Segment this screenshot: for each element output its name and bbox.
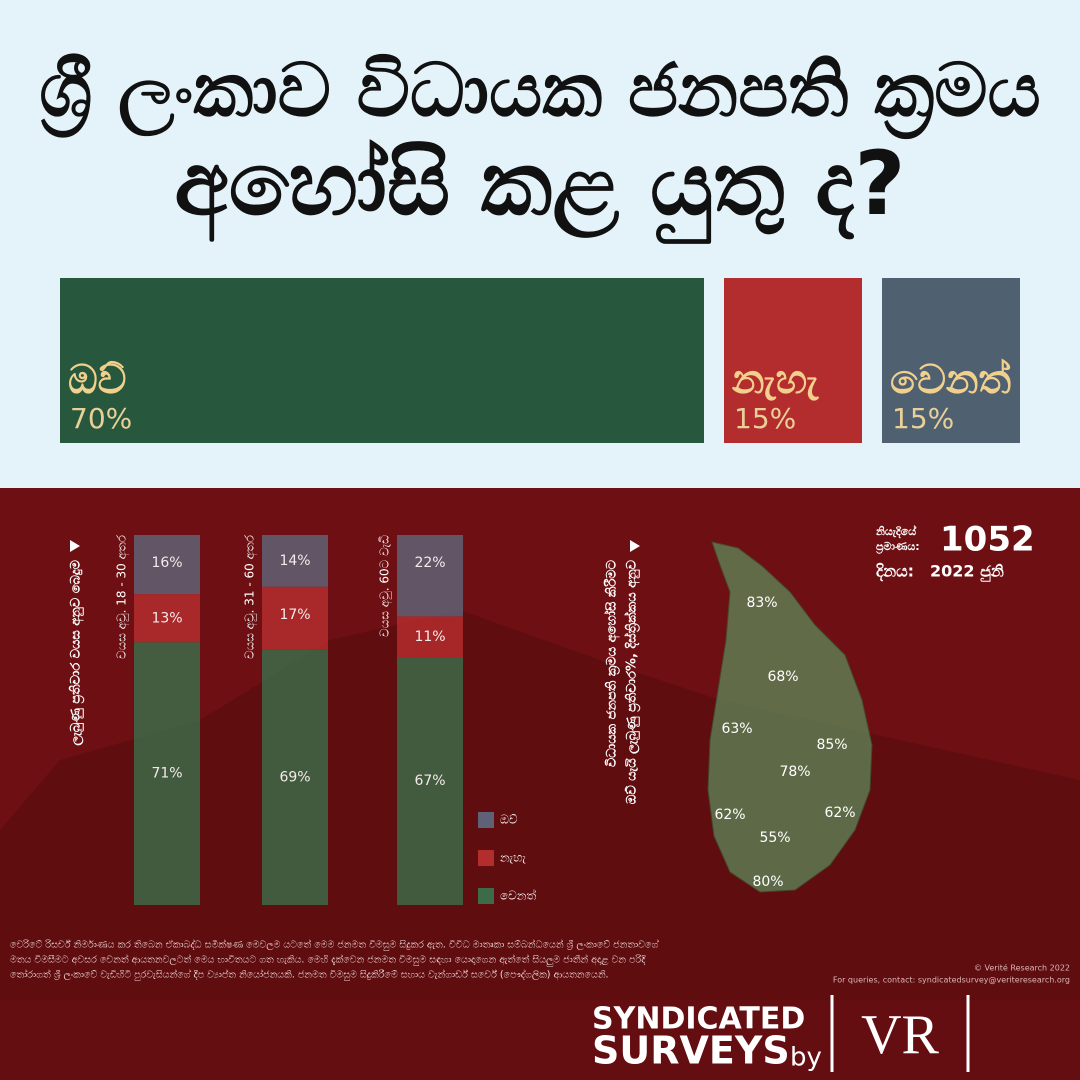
sample-value: 1052	[940, 520, 1035, 560]
segment-label: 71%	[151, 766, 182, 782]
stack-segment	[397, 535, 463, 617]
brand-line: SURVEYS	[592, 1029, 790, 1073]
age-label: වයස අවු. 18 - 30 අතර	[115, 534, 130, 659]
segment-label: 69%	[279, 769, 310, 785]
segment-label: 67%	[414, 773, 445, 789]
legend-swatch	[478, 888, 494, 904]
stack-segment	[262, 535, 328, 587]
district-value: 78%	[779, 764, 810, 780]
district-value: 55%	[759, 830, 790, 846]
strip-value: 70%	[70, 402, 132, 435]
segment-label: 16%	[151, 555, 182, 571]
footer-band	[0, 1000, 1080, 1080]
brand-by: by	[790, 1043, 822, 1073]
district-value: 83%	[746, 595, 777, 611]
sample-label: නියැදියේ	[875, 524, 917, 539]
legend-swatch	[478, 850, 494, 866]
district-value: 68%	[767, 669, 798, 685]
map-title-line: විධායක ජනපති ක්‍රමය අහෝසි කිරීමට	[603, 559, 621, 767]
age-chart-title: ලැබුණු ප්‍රතිචාර වයස අනුව බෙදුම	[68, 559, 85, 745]
segment-label: 14%	[279, 553, 310, 569]
date-value: 2022 ජුනි	[930, 562, 1004, 583]
age-label: වයස අවු. 60ට වැඩි	[378, 535, 393, 637]
strip-block	[724, 278, 862, 443]
strip-block	[60, 278, 704, 443]
stack-segment	[262, 586, 328, 650]
strip-block	[882, 278, 1020, 443]
map-title-line: ඔව් යැයි ලැබුණු ප්‍රතිචාර%, දිස්ත්‍රික්ක…	[622, 559, 640, 804]
arrow	[70, 540, 80, 552]
district-value: 62%	[714, 807, 745, 823]
stack-segment	[134, 535, 200, 595]
footer-text: වෙරිටේ රිසර්ච් නිර්මාණය කර තිබෙන ඒකාබද්ධ…	[10, 937, 659, 950]
contact: For queries, contact: syndicatedsurvey@v…	[833, 976, 1070, 985]
strip-category: නැහැ	[732, 357, 819, 403]
title-line: අහෝසි කළ යුතු ද?	[175, 132, 906, 244]
stack-segment	[134, 642, 200, 905]
stack-segment	[397, 616, 463, 658]
sample-label: ප්‍රමාණය:	[875, 540, 919, 554]
strip-category: වෙනත්	[890, 357, 1011, 403]
legend-label: ඔව්	[500, 813, 518, 827]
map-island	[707, 541, 873, 893]
stack-segment	[397, 657, 463, 905]
district-value: 85%	[816, 737, 847, 753]
strip-value: 15%	[734, 402, 796, 435]
district-value: 63%	[721, 721, 752, 737]
copyright: © Verité Research 2022	[974, 963, 1070, 973]
legend-label: වෙනත්	[500, 888, 537, 902]
date-label: දිනය:	[876, 562, 914, 582]
footer-text: තෝරාගත් ශ්‍රී ලංකාවේ වැඩිහිටි පුරවැසියන්…	[10, 967, 609, 980]
brand-line: SYNDICATED	[592, 1002, 805, 1037]
segment-label: 22%	[414, 555, 445, 571]
stack-segment	[262, 649, 328, 905]
arrow	[630, 540, 640, 552]
segment-label: 11%	[414, 629, 445, 645]
segment-label: 17%	[279, 607, 310, 623]
stack-segment	[134, 594, 200, 643]
district-value: 62%	[824, 805, 855, 821]
footer-text: මතය විමසීමට අවසර වෙනත් ආයතනවලටත් මෙය භාව…	[10, 952, 646, 967]
legend-label: නැහැ	[500, 851, 527, 865]
brand-logo: VR	[861, 1004, 939, 1066]
age-label: වයස අවු. 31 - 60 අතර	[243, 534, 258, 659]
strip-category: ඔව්	[68, 357, 126, 403]
legend-swatch	[478, 812, 494, 828]
district-value: 80%	[752, 874, 783, 890]
title-line: ශ්‍රී ලංකාව විධායක ජනපති ක්‍රමය	[39, 48, 1040, 140]
strip-value: 15%	[892, 402, 954, 435]
segment-label: 13%	[151, 610, 182, 626]
